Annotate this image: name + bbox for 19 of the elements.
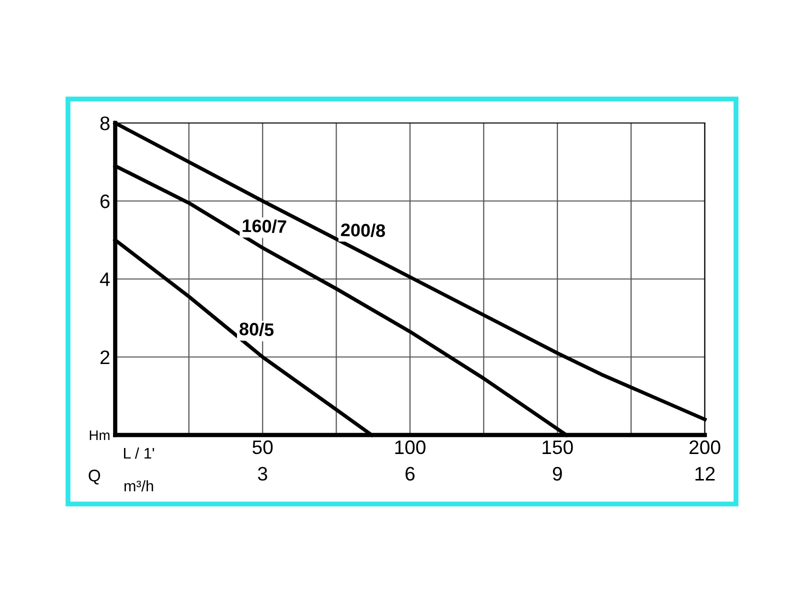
x2-axis-title: m³/h xyxy=(124,480,154,492)
x2-tick-label: 9 xyxy=(552,466,562,481)
x2-tick-label: 12 xyxy=(695,466,715,480)
y-tick-label: 6 xyxy=(100,194,110,208)
y-tick-label: 8 xyxy=(100,116,110,130)
y-tick-label: 4 xyxy=(100,272,110,286)
series-label: 200/8 xyxy=(340,222,386,238)
text: Q xyxy=(88,470,100,484)
x-tick-label: 200 xyxy=(690,440,720,454)
series-label: 160/7 xyxy=(242,218,286,234)
x2-tick-label: 6 xyxy=(406,466,415,481)
y-tick-label: 2 xyxy=(100,350,110,364)
series-label: 80/5 xyxy=(239,322,274,336)
x-tick-label: 150 xyxy=(542,440,573,454)
y-tick-label: Hm xyxy=(90,430,110,440)
x2-tick-label: 3 xyxy=(258,466,268,481)
x-tick-label: 100 xyxy=(395,440,426,454)
x-axis-title: L / 1' xyxy=(124,447,154,459)
x-tick-label: 50 xyxy=(252,440,273,454)
